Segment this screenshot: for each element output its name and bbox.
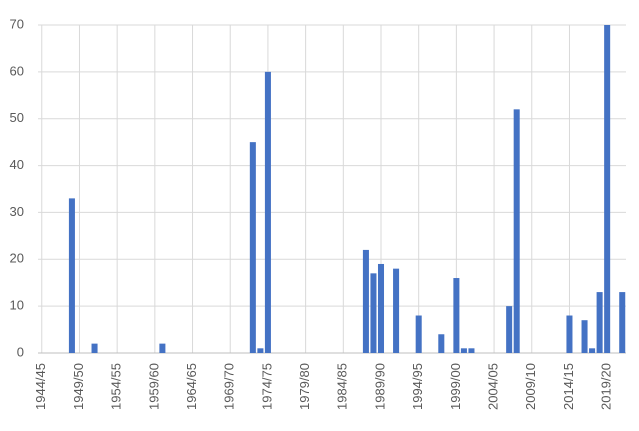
y-tick-label: 60 — [10, 63, 24, 78]
x-tick-label: 1944/45 — [33, 363, 48, 410]
x-tick-label: 1959/60 — [146, 363, 161, 410]
x-tick-label: 1969/70 — [222, 363, 237, 410]
bar — [506, 306, 513, 353]
bar — [91, 343, 98, 353]
bar — [257, 348, 264, 353]
bar — [513, 109, 520, 353]
bar — [393, 268, 400, 353]
y-tick-label: 20 — [10, 251, 24, 266]
bar — [362, 249, 369, 353]
bar — [377, 263, 385, 353]
y-tick-label: 0 — [17, 344, 24, 359]
bar — [604, 25, 611, 353]
y-tick-label: 50 — [10, 110, 24, 125]
x-tick-label: 1949/50 — [71, 363, 86, 410]
bar — [468, 348, 475, 353]
bar — [460, 348, 467, 353]
bar — [159, 343, 166, 353]
x-tick-label: 2009/10 — [523, 363, 538, 410]
y-tick-label: 40 — [10, 157, 24, 172]
x-tick-label: 2014/15 — [561, 363, 576, 410]
x-tick-label: 1984/85 — [335, 363, 350, 410]
x-tick-label: 1979/80 — [297, 363, 312, 410]
bar — [415, 315, 422, 353]
x-tick-label: 2004/05 — [486, 363, 501, 410]
bar — [370, 273, 377, 353]
x-tick-label: 1994/95 — [410, 363, 425, 410]
bar — [581, 320, 588, 353]
bar — [596, 292, 603, 353]
bar — [589, 348, 596, 353]
bar — [619, 292, 626, 353]
x-tick-label: 1964/65 — [184, 363, 199, 410]
bar — [438, 334, 445, 353]
bar — [68, 198, 75, 353]
y-tick-label: 70 — [10, 16, 24, 31]
y-tick-label: 30 — [10, 204, 24, 219]
x-tick-label: 1954/55 — [109, 363, 124, 410]
x-tick-label: 1989/90 — [372, 363, 387, 410]
bar — [264, 71, 271, 353]
x-tick-label: 1999/00 — [448, 363, 463, 410]
y-tick-label: 10 — [10, 298, 24, 313]
bar — [249, 142, 256, 353]
x-tick-label: 1974/75 — [259, 363, 274, 410]
bar — [453, 278, 460, 353]
bar — [566, 315, 573, 353]
x-tick-label: 2019/20 — [599, 363, 614, 410]
